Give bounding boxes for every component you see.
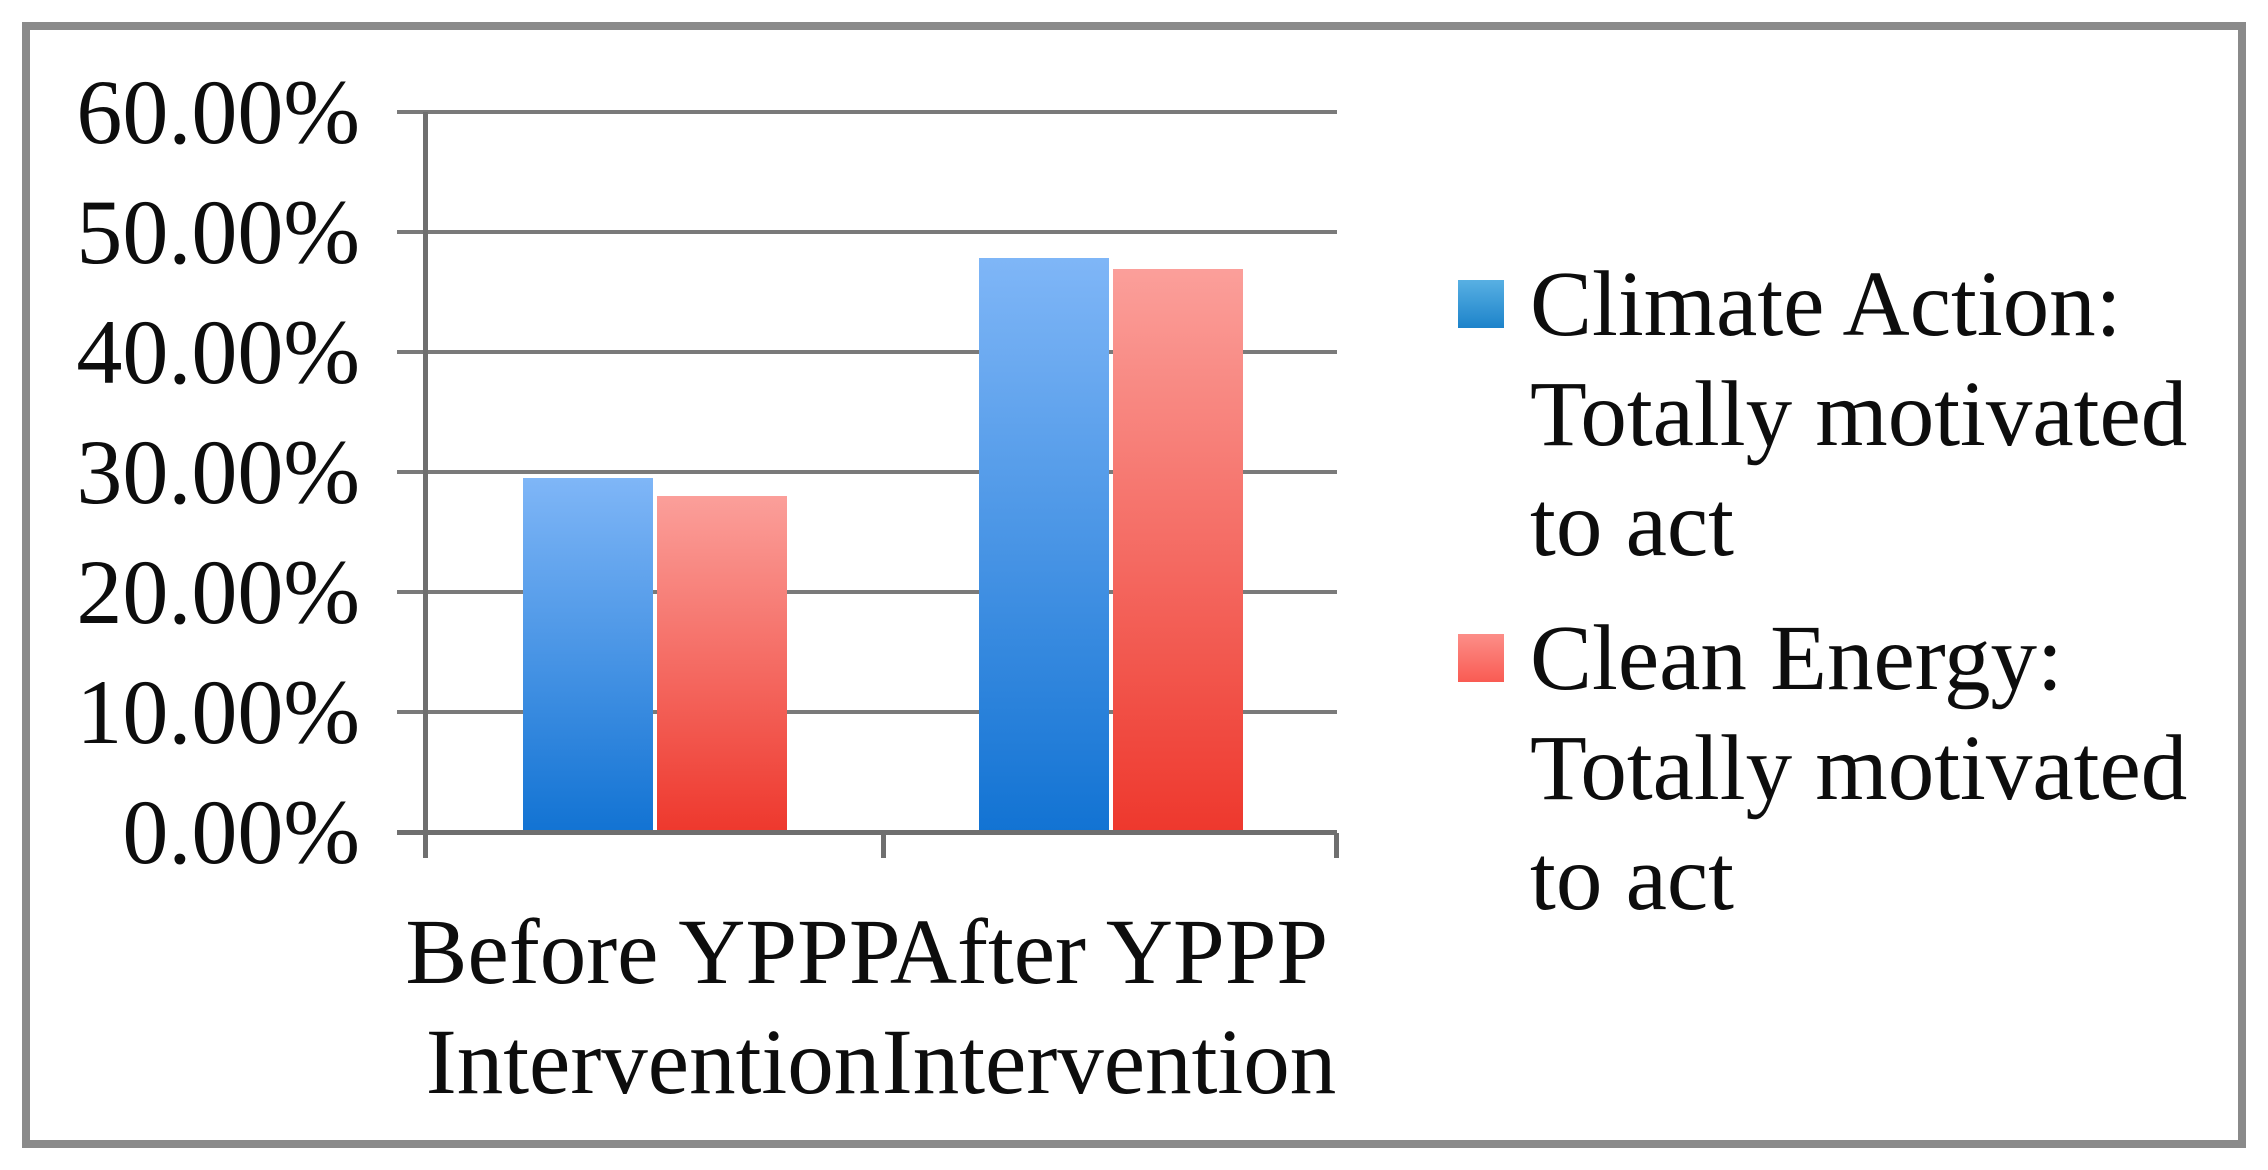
bar-clean-energy-after-yppp-intervention bbox=[1113, 269, 1243, 832]
gridline-20 bbox=[397, 590, 1337, 594]
legend-label-line-1: Climate Action: bbox=[1530, 253, 2122, 356]
x-axis-tick-2 bbox=[1334, 833, 1339, 858]
legend: Climate Action: Totally motivated to act Cl… bbox=[1458, 250, 2238, 958]
legend-label-climate-action: Climate Action: Totally motivated to act bbox=[1530, 250, 2187, 580]
gridline-50 bbox=[397, 230, 1337, 234]
legend-item-climate-action: Climate Action: Totally motivated to act bbox=[1458, 250, 2238, 580]
y-tick-label-0: 0.00% bbox=[122, 781, 360, 883]
y-tick-label-40: 40.00% bbox=[76, 301, 360, 403]
x-category-label-after-yppp-intervention: After YPPP Intervention bbox=[799, 898, 1419, 1118]
x-axis-line bbox=[397, 830, 1337, 835]
gridline-60 bbox=[397, 110, 1337, 114]
legend-label-line-3: to act bbox=[1530, 827, 1734, 930]
legend-item-clean-energy: Clean Energy: Totally motivated to act bbox=[1458, 604, 2238, 934]
bar-clean-energy-before-yppp-intervention bbox=[657, 496, 787, 832]
legend-label-clean-energy: Clean Energy: Totally motivated to act bbox=[1530, 604, 2187, 934]
gridline-10 bbox=[397, 710, 1337, 714]
legend-marker-climate-action bbox=[1458, 280, 1504, 328]
y-tick-label-50: 50.00% bbox=[76, 181, 360, 283]
x-category-label-before-yppp-intervention: Before YPPP Intervention bbox=[343, 898, 963, 1118]
bar-climate-action-before-yppp-intervention bbox=[523, 478, 653, 832]
x-category-label-line-2: Intervention bbox=[881, 1011, 1337, 1114]
bar-climate-action-after-yppp-intervention bbox=[979, 258, 1109, 832]
x-category-label-line-1: After YPPP bbox=[889, 901, 1329, 1004]
y-tick-label-10: 10.00% bbox=[76, 661, 360, 763]
x-category-label-line-1: Before YPPP bbox=[405, 901, 901, 1004]
y-axis-line bbox=[423, 112, 428, 858]
gridline-40 bbox=[397, 350, 1337, 354]
legend-marker-clean-energy bbox=[1458, 634, 1504, 682]
legend-label-line-3: to act bbox=[1530, 473, 1734, 576]
x-category-label-line-2: Intervention bbox=[425, 1011, 881, 1114]
y-tick-label-20: 20.00% bbox=[76, 541, 360, 643]
legend-label-line-2: Totally motivated bbox=[1530, 717, 2188, 820]
legend-label-line-1: Clean Energy: bbox=[1530, 607, 2063, 710]
y-tick-label-60: 60.00% bbox=[76, 61, 360, 163]
gridline-30 bbox=[397, 470, 1337, 474]
x-axis-tick-1 bbox=[881, 833, 886, 858]
y-tick-label-30: 30.00% bbox=[76, 421, 360, 523]
legend-label-line-2: Totally motivated bbox=[1530, 363, 2188, 466]
